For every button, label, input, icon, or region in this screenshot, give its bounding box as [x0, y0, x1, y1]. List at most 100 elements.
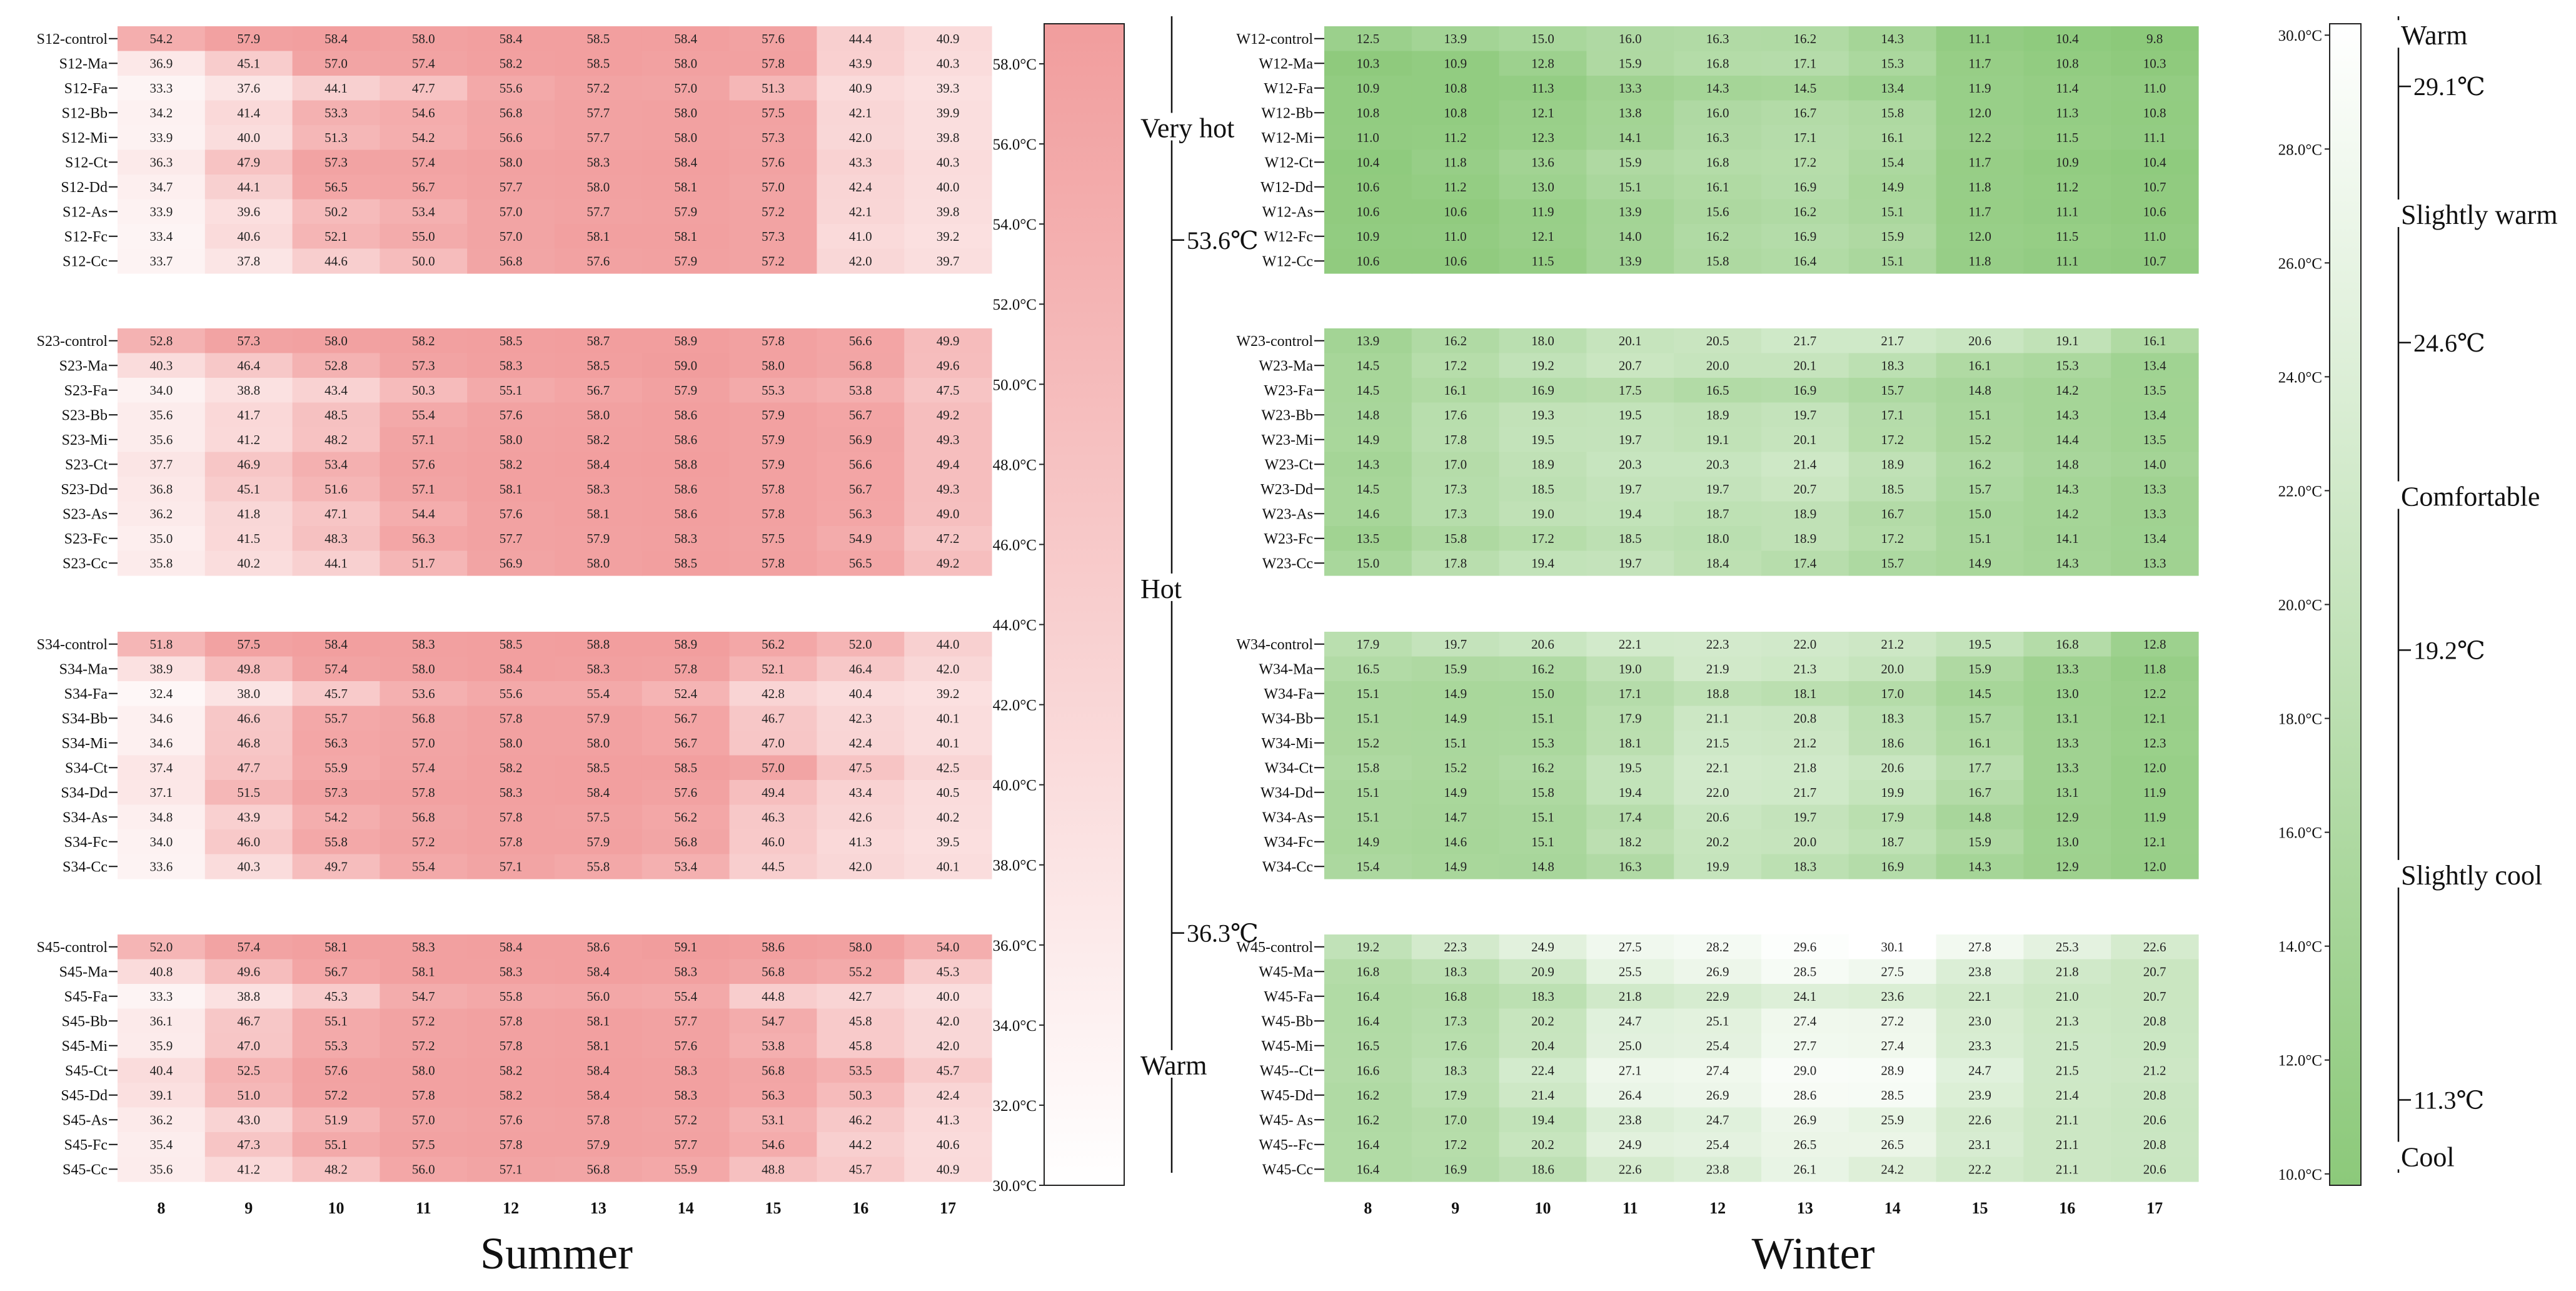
- winter-cell-value: 15.1: [1531, 834, 1554, 849]
- winter-cell-value: 19.4: [1619, 785, 1642, 800]
- summer-cell: [204, 550, 293, 576]
- summer-row-label: S34-As: [63, 809, 108, 826]
- summer-cell-value: 40.1: [937, 736, 960, 751]
- summer-cell-value: 43.9: [237, 809, 260, 824]
- summer-cell-value: 57.4: [412, 760, 435, 775]
- summer-cell-value: 58.2: [500, 1063, 523, 1078]
- summer-cell: [204, 175, 293, 200]
- winter-cell-value: 11.5: [2056, 229, 2078, 244]
- summer-cell-value: 42.5: [937, 760, 960, 775]
- winter-colorbar-tick-label: 12.0°C: [2278, 1053, 2322, 1070]
- summer-cell-value: 57.2: [762, 204, 785, 219]
- winter-cell: [1411, 378, 1500, 403]
- summer-cell-value: 44.8: [762, 989, 785, 1004]
- summer-cell: [380, 149, 468, 175]
- summer-cell-value: 42.0: [937, 1013, 960, 1028]
- winter-row-label: W23-Fa: [1264, 383, 1313, 399]
- summer-cell: [555, 632, 643, 657]
- winter-cell-value: 14.3: [1881, 31, 1904, 46]
- summer-cell-value: 49.8: [237, 661, 260, 676]
- summer-cell: [467, 328, 555, 354]
- summer-cell-value: 57.5: [587, 809, 610, 824]
- winter-cell: [1848, 656, 1937, 682]
- winter-cell-value: 10.3: [2143, 56, 2166, 71]
- summer-cell-value: 38.9: [150, 661, 173, 676]
- summer-cell: [729, 224, 817, 250]
- winter-cell-value: 15.9: [1619, 154, 1642, 170]
- summer-cell: [467, 1058, 555, 1083]
- summer-cell-value: 34.7: [150, 180, 173, 195]
- summer-cell-value: 56.9: [500, 555, 523, 570]
- summer-cell-value: 57.2: [412, 1038, 435, 1053]
- summer-cell-value: 57.0: [500, 229, 523, 244]
- summer-cell-value: 39.3: [937, 81, 960, 96]
- summer-cell: [292, 199, 380, 225]
- winter-cell-value: 15.9: [1619, 56, 1642, 71]
- winter-cell: [1674, 501, 1762, 527]
- summer-cell: [292, 248, 380, 274]
- winter-cell-value: 22.6: [1619, 1162, 1642, 1177]
- winter-cell: [1848, 51, 1937, 76]
- summer-cell: [641, 51, 730, 76]
- winter-cell-value: 27.4: [1794, 1013, 1817, 1028]
- winter-row-label: W45-Bb: [1261, 1013, 1313, 1030]
- summer-cell-value: 49.7: [325, 859, 348, 874]
- summer-cell: [641, 706, 730, 731]
- summer-cell-value: 58.8: [674, 457, 697, 472]
- summer-cell: [380, 477, 468, 502]
- summer-cell-value: 56.7: [325, 964, 348, 979]
- summer-cell: [904, 125, 992, 151]
- winter-cell: [1411, 224, 1500, 250]
- winter-cell: [1761, 26, 1849, 52]
- winter-cell-value: 14.9: [1444, 859, 1467, 874]
- winter-threshold-label: 11.3℃: [2413, 1086, 2484, 1114]
- winter-cell-value: 16.4: [1794, 253, 1817, 268]
- summer-zone-gap: [1168, 113, 1175, 141]
- winter-cell-value: 20.3: [1706, 457, 1729, 472]
- summer-cell: [467, 199, 555, 225]
- winter-cell-value: 16.2: [1706, 229, 1729, 244]
- winter-cell-value: 15.7: [1881, 555, 1904, 570]
- summer-cell: [729, 477, 817, 502]
- winter-cell-value: 22.9: [1706, 989, 1729, 1004]
- summer-cell-value: 57.8: [500, 834, 523, 849]
- summer-cell: [380, 1058, 468, 1083]
- summer-cell-value: 58.3: [674, 1088, 697, 1103]
- summer-cell-value: 58.4: [325, 637, 348, 652]
- winter-row-label: W12-Dd: [1260, 180, 1313, 196]
- summer-cell-value: 57.6: [762, 31, 785, 46]
- winter-cell: [1324, 402, 1412, 428]
- winter-cell-value: 14.1: [2056, 531, 2079, 546]
- winter-cell-value: 14.7: [1444, 809, 1467, 824]
- winter-cell: [1674, 526, 1762, 552]
- winter-cell: [1936, 175, 2024, 200]
- winter-row-label: W23-Cc: [1262, 555, 1313, 572]
- winter-hour-label: 12: [1709, 1199, 1726, 1217]
- winter-cell-value: 13.6: [1531, 154, 1554, 170]
- winter-cell: [1411, 248, 1500, 274]
- summer-cell: [729, 656, 817, 682]
- summer-cell-value: 58.2: [500, 760, 523, 775]
- summer-cell: [555, 984, 643, 1010]
- winter-cell: [1674, 353, 1762, 378]
- winter-cell: [1499, 353, 1587, 378]
- summer-colorbar: [1044, 23, 1125, 1186]
- summer-cell: [118, 452, 206, 477]
- winter-cell-value: 14.1: [1619, 130, 1642, 145]
- summer-cell: [729, 804, 817, 830]
- winter-cell: [1761, 199, 1849, 225]
- summer-cell-value: 58.0: [412, 31, 435, 46]
- winter-cell: [1848, 378, 1937, 403]
- summer-cell-value: 51.6: [325, 482, 348, 497]
- summer-cell: [380, 452, 468, 477]
- summer-cell-value: 58.4: [587, 1063, 610, 1078]
- winter-cell: [1674, 452, 1762, 477]
- winter-cell-value: 24.2: [1881, 1162, 1904, 1177]
- summer-cell: [904, 656, 992, 682]
- summer-cell: [292, 550, 380, 576]
- winter-cell: [1936, 477, 2024, 502]
- winter-cell-value: 17.0: [1444, 1112, 1467, 1127]
- summer-cell: [817, 656, 905, 682]
- winter-cell: [2111, 452, 2199, 477]
- winter-cell-value: 16.4: [1357, 1162, 1380, 1177]
